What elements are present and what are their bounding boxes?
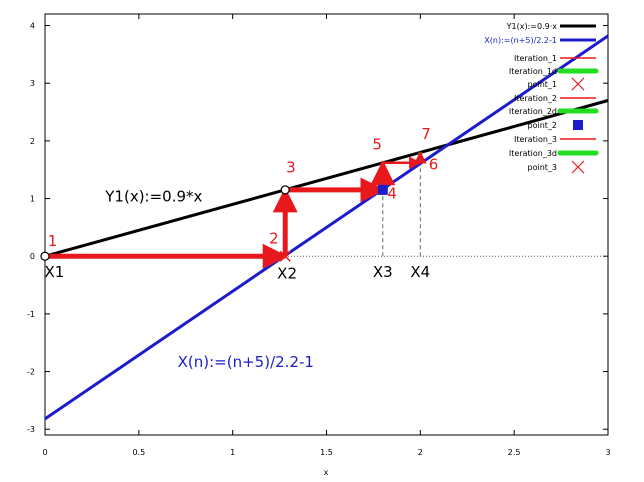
- legend-label: Iteration_3: [514, 135, 557, 144]
- x-tick-label: 3: [605, 448, 610, 457]
- legend-label: Iteration_1: [514, 54, 557, 63]
- x-tick-label: 2: [418, 448, 423, 457]
- square-marker: [377, 184, 388, 195]
- legend-label: Y1(x):=0.9·x: [506, 22, 558, 31]
- open-circle-marker: [280, 185, 290, 195]
- function-annotation: Y1(x):=0.9*x: [104, 187, 202, 205]
- point-label: 3: [286, 159, 296, 177]
- open-circle-marker: [40, 251, 50, 261]
- x-position-label: X1: [44, 263, 64, 281]
- x-tick-label: 0.5: [132, 448, 145, 457]
- legend-label: X(n):=(n+5)/2.2-1: [484, 36, 557, 45]
- y-tick-label: -2: [27, 368, 35, 377]
- x-tick-label: 0: [42, 448, 47, 457]
- legend-swatch: [571, 160, 585, 174]
- legend-label: point_1: [528, 80, 558, 89]
- plot-frame: [44, 13, 609, 436]
- point-label: 7: [421, 125, 431, 143]
- legend-label: point_3: [528, 163, 558, 172]
- function-annotation: X(n):=(n+5)/2.2-1: [178, 353, 314, 371]
- legend-label: point_2: [528, 121, 558, 130]
- y-tick-label: 2: [30, 137, 35, 146]
- x-position-label: X4: [410, 263, 430, 281]
- legend-label: Iteration_1d: [509, 67, 557, 76]
- y-tick-label: 3: [30, 79, 35, 88]
- point-label: 5: [372, 136, 382, 154]
- y-tick-label: 1: [30, 195, 35, 204]
- point-label: 4: [387, 185, 397, 203]
- point-label: 2: [269, 230, 279, 248]
- x-tick-label: 1.5: [320, 448, 333, 457]
- y-tick-label: 0: [30, 252, 35, 261]
- x-position-label: X3: [373, 263, 393, 281]
- x-tick-label: 2.5: [508, 448, 521, 457]
- series-line-y1: [44, 99, 609, 258]
- series-line-xn: [44, 34, 609, 421]
- x-position-label: X2: [277, 265, 297, 283]
- cross-marker: [279, 250, 291, 262]
- legend-swatch: [571, 77, 585, 91]
- y-tick-label: -3: [27, 425, 35, 434]
- y-tick-label: -1: [27, 310, 35, 319]
- point-label: 6: [429, 156, 439, 174]
- point-label: 1: [48, 232, 58, 250]
- legend-swatch: [573, 120, 583, 130]
- legend-label: Iteration_2: [514, 94, 557, 103]
- x-axis-label: x: [324, 468, 329, 477]
- legend-label: Iteration_3d: [509, 149, 557, 158]
- y-tick-label: 4: [30, 22, 35, 31]
- x-tick-label: 1: [230, 448, 235, 457]
- legend-label: Iteration_2d: [509, 107, 557, 116]
